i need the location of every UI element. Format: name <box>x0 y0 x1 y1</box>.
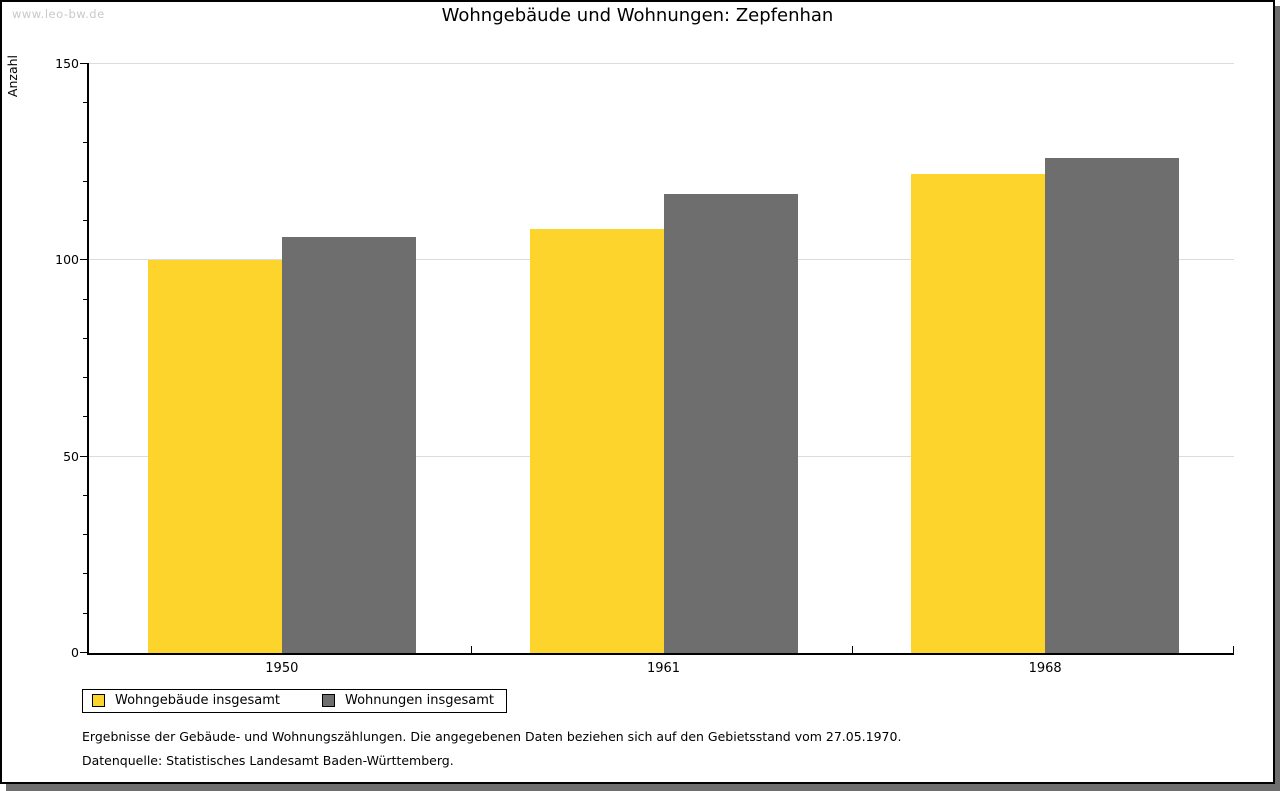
legend-item-wohngebaeude: Wohngebäude insgesamt <box>92 693 280 708</box>
y-major-tick-0 <box>80 652 89 653</box>
watermark-text: www.leo-bw.de <box>12 7 105 21</box>
chart-title: Wohngebäude und Wohnungen: Zepfenhan <box>441 5 834 26</box>
y-minor-tick-110 <box>83 220 89 222</box>
bar-wohngebaeude-1961 <box>529 228 664 653</box>
y-axis-label: Anzahl <box>5 55 20 98</box>
legend-item-wohnungen: Wohnungen insgesamt <box>322 693 494 708</box>
legend-swatch-yellow <box>92 694 105 707</box>
y-minor-tick-120 <box>83 180 89 182</box>
y-minor-tick-40 <box>83 494 89 496</box>
y-minor-tick-90 <box>83 298 89 300</box>
x-boundary-tick-1 <box>470 646 472 653</box>
legend: Wohngebäude insgesamt Wohnungen insgesam… <box>82 689 507 713</box>
bar-wohngebaeude-1950 <box>147 260 282 653</box>
y-tick-label-50: 50 <box>63 448 79 464</box>
footnote-line-1: Ergebnisse der Gebäude- und Wohnungszähl… <box>82 729 902 744</box>
x-category-label-1961: 1961 <box>646 661 681 676</box>
legend-label-wohngebaeude: Wohngebäude insgesamt <box>115 693 280 708</box>
bar-wohnungen-1950 <box>281 236 416 653</box>
x-category-label-1968: 1968 <box>1028 661 1062 676</box>
plot-area: 0 50 100 150 1950 1961 1968 <box>55 56 1234 676</box>
y-minor-tick-60 <box>83 416 89 418</box>
window-shadow-right <box>1275 6 1280 791</box>
y-minor-tick-80 <box>83 337 89 339</box>
y-minor-tick-70 <box>83 377 89 379</box>
y-major-tick-100 <box>80 259 89 261</box>
y-tick-label-0: 0 <box>71 645 79 660</box>
x-category-label-1950: 1950 <box>265 661 299 676</box>
y-minor-tick-140 <box>83 102 89 104</box>
legend-label-wohnungen: Wohnungen insgesamt <box>345 693 494 708</box>
bar-wohnungen-1961 <box>663 193 798 653</box>
gridline-150 <box>89 63 1234 64</box>
footnote-line-2: Datenquelle: Statistisches Landesamt Bad… <box>82 753 454 768</box>
y-minor-tick-130 <box>83 141 89 143</box>
bar-wohngebaeude-1968 <box>911 173 1046 653</box>
bar-wohnungen-1968 <box>1045 158 1180 653</box>
legend-swatch-gray <box>322 694 335 707</box>
y-minor-tick-20 <box>83 573 89 575</box>
window-shadow-bottom <box>6 784 1275 791</box>
y-major-tick-50 <box>80 455 89 457</box>
y-tick-label-100: 100 <box>55 252 79 268</box>
y-major-tick-150 <box>80 63 89 64</box>
y-minor-tick-10 <box>83 612 89 614</box>
y-tick-label-150: 150 <box>55 56 79 71</box>
x-boundary-tick-2 <box>852 646 854 653</box>
x-boundary-tick-3 <box>1233 646 1234 653</box>
y-minor-tick-30 <box>83 534 89 536</box>
